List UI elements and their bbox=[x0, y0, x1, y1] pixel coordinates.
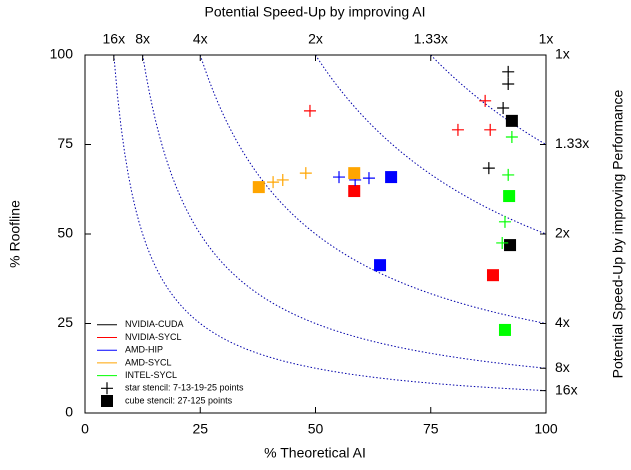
y2-tick-label: 2x bbox=[555, 225, 570, 241]
legend-label: INTEL-SYCL bbox=[125, 370, 177, 380]
x2-tick-label: 2x bbox=[308, 31, 323, 47]
x-tick-label: 75 bbox=[423, 421, 439, 437]
star-point bbox=[484, 123, 497, 136]
cube-point bbox=[385, 171, 398, 184]
y2-tick-label: 8x bbox=[555, 359, 570, 375]
y2-tick-label: 16x bbox=[555, 381, 578, 397]
cube-point bbox=[348, 167, 361, 180]
x-axis-label: % Theoretical AI bbox=[264, 445, 366, 461]
star-point bbox=[502, 65, 515, 78]
speedup-curve bbox=[315, 55, 546, 235]
cube-point bbox=[348, 185, 361, 198]
legend-marker bbox=[101, 395, 113, 407]
star-point bbox=[479, 94, 492, 107]
y-tick-label: 25 bbox=[57, 314, 73, 330]
star-point bbox=[362, 172, 375, 185]
cube-point bbox=[252, 181, 265, 194]
y-axis-label: % Roofline bbox=[7, 200, 23, 268]
star-point bbox=[267, 176, 280, 189]
speedup-curve bbox=[199, 55, 546, 324]
star-point bbox=[502, 77, 515, 90]
speedup-curve bbox=[142, 55, 546, 369]
star-point bbox=[333, 171, 346, 184]
star-point bbox=[497, 101, 510, 114]
x-tick-label: 0 bbox=[81, 421, 89, 437]
star-point bbox=[276, 173, 289, 186]
star-point bbox=[299, 167, 312, 180]
star-point bbox=[505, 130, 518, 143]
star-point bbox=[303, 104, 316, 117]
speedup-curve bbox=[113, 55, 546, 392]
legend-label: star stencil: 7-13-19-25 points bbox=[125, 383, 244, 393]
x2-tick-label: 16x bbox=[103, 31, 126, 47]
legend-label: cube stencil: 27-125 points bbox=[125, 395, 233, 405]
x-tick-label: 100 bbox=[534, 421, 558, 437]
cube-point bbox=[498, 323, 511, 336]
star-point bbox=[502, 168, 515, 181]
x2-tick-label: 4x bbox=[193, 31, 208, 47]
cube-point bbox=[486, 269, 499, 282]
legend-marker bbox=[101, 382, 113, 395]
x2-tick-label: 1.33x bbox=[414, 31, 448, 47]
y-tick-label: 100 bbox=[50, 46, 74, 62]
legend-label: AMD-HIP bbox=[125, 345, 163, 355]
y-tick-label: 0 bbox=[65, 404, 73, 420]
cube-point bbox=[504, 239, 517, 252]
x-tick-label: 50 bbox=[308, 421, 324, 437]
legend-label: NVIDIA-CUDA bbox=[125, 319, 184, 329]
y-tick-label: 75 bbox=[57, 135, 73, 151]
star-point bbox=[451, 123, 464, 136]
y2-tick-label: 4x bbox=[555, 314, 570, 330]
y2-axis-label: Potential Speed-Up by improving Performa… bbox=[610, 89, 626, 378]
x2-tick-label: 1x bbox=[539, 31, 554, 47]
legend-label: NVIDIA-SYCL bbox=[125, 332, 182, 342]
x2-tick-label: 8x bbox=[135, 31, 150, 47]
cube-point bbox=[503, 190, 516, 203]
star-point bbox=[498, 215, 511, 228]
y2-tick-label: 1x bbox=[555, 46, 570, 62]
x-tick-label: 25 bbox=[192, 421, 208, 437]
y-tick-label: 50 bbox=[57, 225, 73, 241]
star-point bbox=[496, 236, 509, 249]
top-axis-title: Potential Speed-Up by improving AI bbox=[204, 4, 425, 20]
speedup-curve bbox=[430, 55, 546, 145]
legend-label: AMD-SYCL bbox=[125, 357, 172, 367]
y2-tick-label: 1.33x bbox=[555, 135, 589, 151]
cube-point bbox=[374, 259, 387, 272]
cube-point bbox=[505, 114, 518, 127]
star-point bbox=[482, 162, 495, 175]
